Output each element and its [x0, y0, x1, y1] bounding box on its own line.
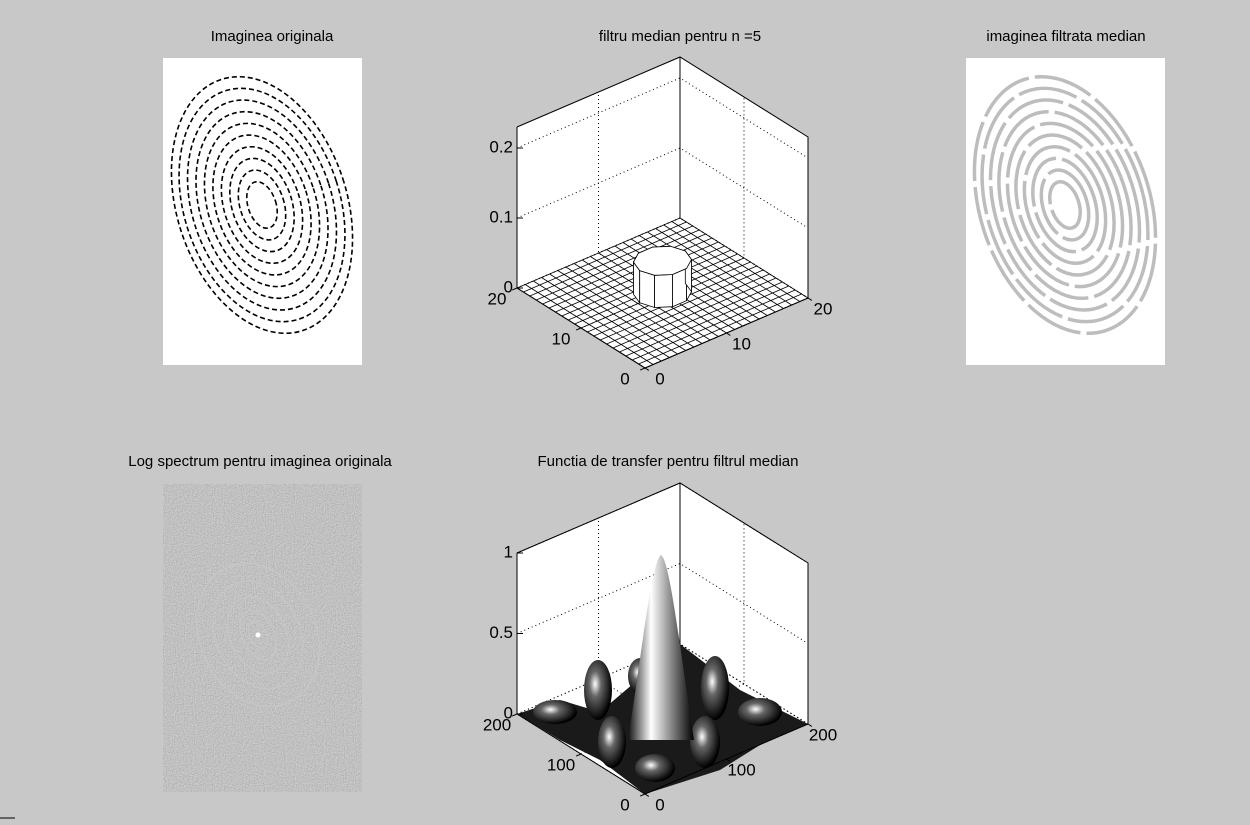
z-tick-label: 0.5	[489, 623, 513, 642]
x-tick-label: 0	[655, 369, 664, 388]
surface-lobe	[701, 656, 729, 720]
z-tick-label: 0.2	[489, 137, 513, 156]
surface-lobe	[584, 660, 612, 720]
z-tick-label: 0	[504, 703, 513, 722]
image-spectrum	[163, 484, 362, 792]
bump-face	[673, 268, 687, 306]
surface-lobe	[690, 716, 720, 768]
bump-face	[640, 271, 655, 308]
subplot-title: filtru median pentru n =5	[599, 28, 761, 45]
bump-face	[655, 275, 673, 308]
surface-lobe	[598, 716, 626, 768]
y-tick-label: 100	[547, 755, 575, 774]
surface-lobe	[738, 698, 782, 726]
figure: Imaginea originala imaginea filtrata med…	[0, 0, 1250, 825]
z-tick-label: 0.1	[489, 207, 513, 226]
x-tick-label: 20	[814, 299, 833, 318]
dc-point	[256, 633, 261, 638]
x-tick-label: 0	[655, 795, 664, 814]
x-tick-label: 10	[732, 334, 751, 353]
subplot-title: Imaginea originala	[211, 28, 334, 45]
y-tick-label: 10	[552, 329, 571, 348]
z-tick-label: 1	[504, 542, 513, 561]
subplot-title: imaginea filtrata median	[986, 28, 1145, 45]
x-tick-label: 200	[809, 725, 837, 744]
y-tick-label: 0	[620, 369, 629, 388]
subplot-title: Log spectrum pentru imaginea originala	[128, 453, 392, 470]
surface-lobe	[635, 754, 675, 782]
x-tick-label: 100	[727, 760, 755, 779]
z-tick-label: 0	[504, 277, 513, 296]
y-tick-label: 0	[620, 795, 629, 814]
surface-lobe	[533, 700, 577, 724]
subplot-title: Functia de transfer pentru filtrul media…	[538, 453, 799, 470]
